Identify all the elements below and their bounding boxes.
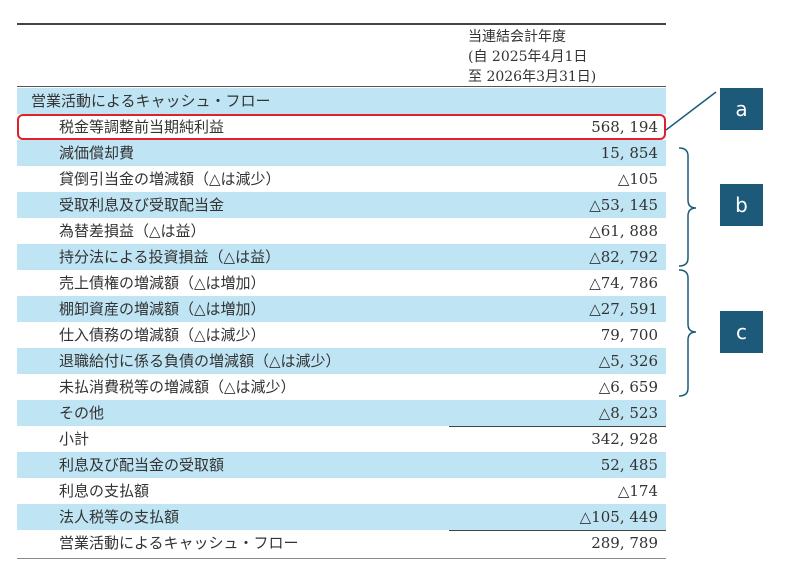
period-end: 至 2026年3月31日) bbox=[468, 69, 597, 85]
row-label: 貸倒引当金の増減額（△は減少） bbox=[59, 170, 281, 188]
row-value: △82, 792 bbox=[589, 248, 658, 266]
table-row: 売上債権の増減額（△は増加） △74, 786 bbox=[17, 270, 666, 296]
row-label: 営業活動によるキャッシュ・フロー bbox=[59, 534, 299, 552]
callout-label-b: b bbox=[720, 184, 763, 226]
row-label: 利息及び配当金の受取額 bbox=[59, 456, 225, 474]
period-start: (自 2025年4月1日 bbox=[468, 49, 588, 65]
row-value: 79, 700 bbox=[600, 326, 658, 344]
row-value: △27, 591 bbox=[589, 300, 658, 318]
period-title: 当連結会計年度 bbox=[468, 29, 566, 45]
table-row: 貸倒引当金の増減額（△は減少） △105 bbox=[17, 166, 666, 192]
header-rule bbox=[17, 86, 666, 87]
table-row: 減価償却費 15, 854 bbox=[17, 140, 666, 166]
row-value: △174 bbox=[617, 482, 658, 500]
row-label: 減価償却費 bbox=[59, 144, 135, 162]
bracket-b bbox=[678, 147, 697, 267]
row-value: 568, 194 bbox=[591, 118, 658, 136]
row-value: △105 bbox=[617, 170, 658, 188]
subtotal-row: 小計 342, 928 bbox=[17, 426, 666, 452]
table-row: 退職給付に係る負債の増減額（△は減少） △5, 326 bbox=[17, 348, 666, 374]
row-value: △8, 523 bbox=[598, 404, 658, 422]
row-label: 持分法による投資損益（△は益） bbox=[59, 248, 281, 266]
table-row: 未払消費税等の増減額（△は減少） △6, 659 bbox=[17, 374, 666, 400]
row-label: 未払消費税等の増減額（△は減少） bbox=[59, 378, 296, 396]
row-label: 棚卸資産の増減額（△は増加） bbox=[59, 300, 266, 318]
row-label: 法人税等の支払額 bbox=[59, 508, 180, 526]
row-label: 売上債権の増減額（△は増加） bbox=[59, 274, 266, 292]
total-row: 営業活動によるキャッシュ・フロー 289, 789 bbox=[17, 530, 666, 556]
row-value: △74, 786 bbox=[589, 274, 658, 292]
row-label: 利息の支払額 bbox=[59, 482, 150, 500]
bracket-c bbox=[678, 269, 697, 397]
table-row: 税金等調整前当期純利益 568, 194 bbox=[17, 114, 666, 140]
row-value: △5, 326 bbox=[598, 352, 658, 370]
row-label: 税金等調整前当期純利益 bbox=[59, 118, 225, 136]
table-row: その他 △8, 523 bbox=[17, 400, 666, 426]
table-row: 法人税等の支払額 △105, 449 bbox=[17, 504, 666, 530]
row-label: 受取利息及び受取配当金 bbox=[59, 196, 225, 214]
callout-label-a: a bbox=[720, 88, 763, 130]
table-top-rule bbox=[17, 23, 666, 25]
table-row: 仕入債務の増減額（△は減少） 79, 700 bbox=[17, 322, 666, 348]
row-value: △61, 888 bbox=[589, 222, 658, 240]
table-row: 受取利息及び受取配当金 △53, 145 bbox=[17, 192, 666, 218]
row-label: 退職給付に係る負債の増減額（△は減少） bbox=[59, 352, 341, 370]
callout-highlight-box bbox=[17, 114, 666, 140]
row-label: 小計 bbox=[59, 430, 90, 448]
cash-flow-rows: 営業活動によるキャッシュ・フロー 税金等調整前当期純利益 568, 194 減価償… bbox=[17, 88, 666, 556]
table-row: 利息及び配当金の受取額 52, 485 bbox=[17, 452, 666, 478]
row-label: 営業活動によるキャッシュ・フロー bbox=[31, 92, 271, 110]
row-value: △53, 145 bbox=[589, 196, 658, 214]
row-value: △105, 449 bbox=[579, 508, 658, 526]
table-row: 利息の支払額 △174 bbox=[17, 478, 666, 504]
row-value: 15, 854 bbox=[600, 144, 658, 162]
row-value: 342, 928 bbox=[591, 430, 658, 448]
row-label: 仕入債務の増減額（△は減少） bbox=[59, 326, 266, 344]
fiscal-period-header: 当連結会計年度 (自 2025年4月1日 至 2026年3月31日) bbox=[468, 27, 643, 87]
callout-label-c: c bbox=[720, 311, 763, 353]
row-value: 52, 485 bbox=[600, 456, 658, 474]
row-label: 為替差損益（△は益） bbox=[59, 222, 206, 240]
row-label: その他 bbox=[59, 404, 105, 422]
table-bottom-rule bbox=[17, 558, 666, 559]
table-row: 為替差損益（△は益） △61, 888 bbox=[17, 218, 666, 244]
row-value: △6, 659 bbox=[598, 378, 658, 396]
table-row: 営業活動によるキャッシュ・フロー bbox=[17, 88, 666, 114]
table-row: 持分法による投資損益（△は益） △82, 792 bbox=[17, 244, 666, 270]
callout-a-leader-line bbox=[665, 91, 717, 131]
table-row: 棚卸資産の増減額（△は増加） △27, 591 bbox=[17, 296, 666, 322]
row-value: 289, 789 bbox=[591, 534, 658, 552]
